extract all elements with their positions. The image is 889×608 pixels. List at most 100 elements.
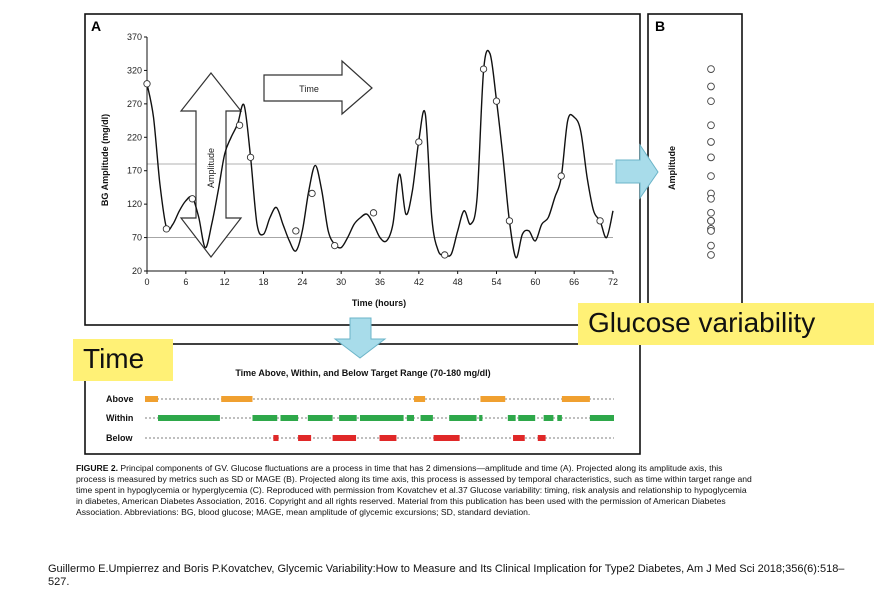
bg-marker <box>162 225 171 233</box>
bg-marker <box>492 97 501 105</box>
tir-segment-within <box>449 415 477 421</box>
y-tick-label: 320 <box>127 65 142 75</box>
y-tick-label: 70 <box>132 233 142 243</box>
tir-segment-within <box>507 415 516 421</box>
x-tick-label: 6 <box>183 277 188 287</box>
x-tick-label: 66 <box>569 277 579 287</box>
tir-chart-title: Time Above, Within, and Below Target Ran… <box>235 368 490 378</box>
tir-segment-within <box>280 415 299 421</box>
x-tick-label: 0 <box>144 277 149 287</box>
tir-segment-above <box>561 396 590 402</box>
x-tick-label: 48 <box>453 277 463 287</box>
panel-a-letter: A <box>91 18 101 34</box>
panel-b-axis-title: Amplitude <box>667 146 677 190</box>
tir-row-label: Above <box>106 394 134 404</box>
tir-rows: Above Within Below <box>106 394 614 443</box>
bg-markers <box>143 65 604 259</box>
figure-caption: FIGURE 2. Principal components of GV. Gl… <box>76 463 752 518</box>
amplitude-point <box>707 97 715 106</box>
citation: Guillermo E.Umpierrez and Boris P.Kovatc… <box>48 563 845 588</box>
bg-marker <box>235 121 244 129</box>
tir-segment-below <box>332 435 357 441</box>
amplitude-point <box>707 194 715 203</box>
bg-marker <box>505 217 514 225</box>
amplitude-point <box>707 121 715 130</box>
amplitude-point <box>707 217 715 225</box>
tir-segment-within <box>339 415 357 421</box>
x-tick-labels: 0 6 12 18 24 30 36 42 48 54 60 66 72 <box>144 277 618 287</box>
amplitude-point <box>707 241 715 250</box>
bg-marker <box>143 80 151 88</box>
caption-text: Principal components of GV. Glucose fluc… <box>76 463 752 517</box>
tir-segment-within <box>158 415 220 421</box>
tir-row-label: Within <box>106 413 133 423</box>
bg-curve <box>146 49 614 259</box>
time-arrow-label: Time <box>299 84 319 94</box>
x-tick-label: 36 <box>375 277 385 287</box>
amplitude-point <box>707 138 715 146</box>
amplitude-point <box>707 153 715 162</box>
tir-segment-below <box>513 435 525 441</box>
caption-label: FIGURE 2. <box>76 463 119 473</box>
tir-segment-above <box>414 396 426 402</box>
y-tick-label: 120 <box>127 199 142 209</box>
panel-b-frame <box>647 13 743 326</box>
amplitude-point <box>707 172 715 180</box>
tir-segment-above <box>480 396 506 402</box>
y-axis-title: BG Amplitude (mg/dl) <box>100 114 110 206</box>
bg-marker <box>415 138 423 146</box>
projection-arrow-down <box>333 317 387 359</box>
x-axis-title: Time (hours) <box>352 298 406 308</box>
tir-segment-within <box>589 415 614 421</box>
amplitude-point <box>707 65 715 73</box>
tir-segment-above <box>145 396 159 402</box>
x-tick-label: 54 <box>491 277 501 287</box>
tir-segment-below <box>298 435 312 441</box>
amplitude-point <box>707 227 715 235</box>
tir-segment-within <box>252 415 278 421</box>
tir-segment-within <box>307 415 333 421</box>
tir-row-label: Below <box>106 433 134 443</box>
time-arrow <box>263 59 373 116</box>
panel-b-letter: B <box>655 18 665 34</box>
x-tick-label: 72 <box>608 277 618 287</box>
panel-a-frame <box>84 13 641 326</box>
y-tick-label: 20 <box>132 266 142 276</box>
bg-marker <box>292 227 300 235</box>
bg-marker <box>441 251 449 259</box>
amplitude-point <box>707 82 715 91</box>
tir-segment-below <box>433 435 460 441</box>
tir-segment-within <box>359 415 404 421</box>
tir-segment-below <box>537 435 546 441</box>
x-tick-label: 12 <box>220 277 230 287</box>
y-tick-label: 220 <box>127 132 142 142</box>
projection-arrow-right <box>615 143 659 200</box>
amplitude-projection-points <box>707 65 715 259</box>
x-tick-label: 30 <box>336 277 346 287</box>
tir-segment-below <box>379 435 397 441</box>
y-tick-label: 170 <box>127 166 142 176</box>
bg-marker <box>479 65 488 73</box>
y-tick-label: 270 <box>127 99 142 109</box>
glucose-variability-callout: Glucose variability <box>578 303 874 345</box>
panel-a-axes <box>144 36 614 274</box>
x-tick-label: 18 <box>258 277 268 287</box>
tir-segment-within <box>518 415 536 421</box>
x-tick-label: 42 <box>414 277 424 287</box>
tir-segment-below <box>273 435 279 441</box>
bg-marker <box>308 189 316 198</box>
bg-marker <box>331 241 339 250</box>
amplitude-double-arrow <box>179 72 243 258</box>
tir-segment-within <box>479 415 483 421</box>
bg-marker <box>596 217 604 225</box>
tir-segment-within <box>557 415 562 421</box>
y-tick-label: 370 <box>127 32 142 42</box>
x-tick-label: 24 <box>297 277 307 287</box>
y-tick-labels: 20 70 120 170 220 270 320 370 <box>127 32 142 276</box>
bg-marker <box>369 209 378 217</box>
amplitude-arrow-label: Amplitude <box>206 148 216 188</box>
amplitude-point <box>707 251 715 259</box>
bg-marker <box>246 153 255 161</box>
bg-marker <box>188 195 196 203</box>
